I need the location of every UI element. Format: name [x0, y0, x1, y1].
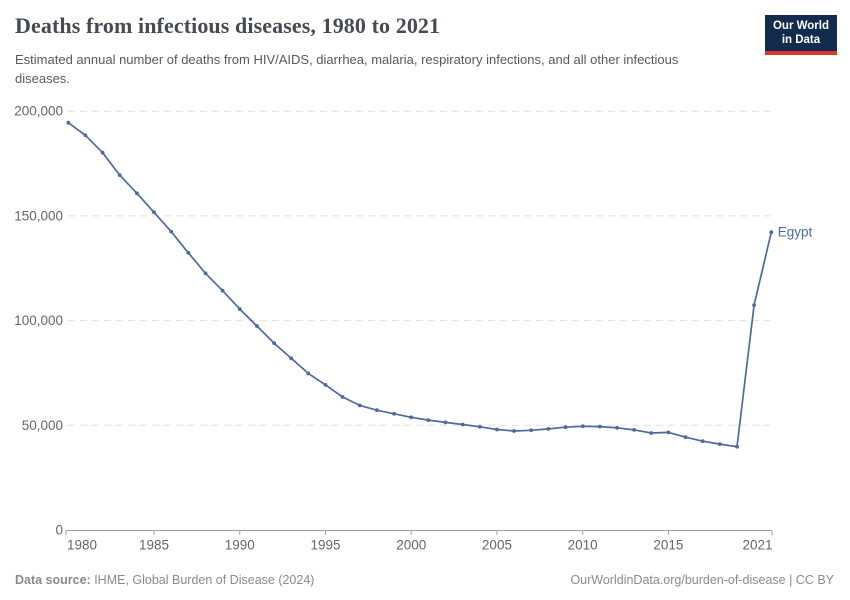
data-point[interactable] [340, 395, 345, 399]
x-tick-label: 2010 [568, 538, 598, 553]
data-point[interactable] [255, 324, 259, 328]
data-point[interactable] [769, 230, 774, 235]
data-point[interactable] [83, 133, 88, 138]
data-point[interactable] [563, 425, 568, 430]
x-tick-label: 2000 [396, 538, 426, 553]
data-point[interactable] [597, 424, 602, 429]
data-point[interactable] [717, 442, 722, 446]
data-point[interactable] [152, 210, 156, 215]
data-point[interactable] [649, 431, 654, 435]
data-point[interactable] [169, 229, 174, 234]
x-tick-label: 2021 [742, 538, 772, 553]
attribution-link[interactable]: OurWorldinData.org/burden-of-disease | C… [570, 573, 834, 587]
data-point[interactable] [735, 444, 739, 449]
owid-logo-line2: in Data [781, 33, 821, 46]
data-point[interactable] [752, 303, 756, 307]
data-point[interactable] [203, 271, 208, 276]
data-point[interactable] [135, 191, 139, 196]
data-point[interactable] [272, 341, 276, 346]
data-point[interactable] [477, 424, 482, 429]
data-point[interactable] [186, 250, 191, 255]
x-tick-label: 1985 [139, 538, 169, 553]
data-point[interactable] [237, 307, 242, 311]
series-end-label[interactable]: Egypt [778, 225, 813, 240]
data-point[interactable] [323, 383, 328, 387]
data-source: Data source: IHME, Global Burden of Dise… [15, 573, 314, 587]
x-tick-label: 1980 [67, 538, 97, 553]
data-point[interactable] [357, 403, 362, 408]
data-point[interactable] [117, 173, 122, 178]
data-source-text: IHME, Global Burden of Disease (2024) [90, 573, 315, 587]
data-point[interactable] [409, 415, 414, 420]
data-point[interactable] [666, 430, 671, 435]
data-point[interactable] [426, 418, 431, 422]
y-tick-label: 100,000 [14, 313, 63, 328]
chart-subtitle: Estimated annual number of deaths from H… [15, 52, 679, 86]
data-point[interactable] [392, 411, 396, 416]
chart-footer: Data source: IHME, Global Burden of Dise… [15, 573, 834, 587]
x-tick-label: 1990 [225, 538, 255, 553]
data-point[interactable] [375, 408, 379, 413]
data-point[interactable] [460, 422, 465, 427]
data-point[interactable] [632, 428, 636, 432]
series-line[interactable] [67, 121, 773, 448]
data-point[interactable] [615, 425, 619, 430]
y-tick-label: 0 [55, 523, 63, 538]
data-point[interactable] [512, 429, 516, 433]
data-point[interactable] [443, 420, 448, 425]
y-tick-label: 50,000 [22, 418, 63, 433]
data-source-label: Data source: [15, 573, 91, 587]
data-point[interactable] [306, 371, 311, 376]
data-point[interactable] [683, 435, 688, 440]
data-point[interactable] [66, 120, 71, 125]
data-point[interactable] [100, 150, 105, 155]
data-point[interactable] [220, 288, 225, 293]
data-point[interactable] [289, 356, 294, 361]
data-point[interactable] [580, 424, 585, 429]
data-point[interactable] [700, 439, 705, 444]
y-tick-label: 200,000 [14, 104, 63, 119]
chart-title: Deaths from infectious diseases, 1980 to… [15, 13, 441, 38]
data-point[interactable] [529, 428, 534, 433]
x-tick-label: 2015 [653, 538, 683, 553]
y-tick-label: 150,000 [14, 208, 63, 223]
owid-logo-line1: Our World [772, 20, 829, 32]
x-tick-label: 2005 [482, 538, 512, 553]
data-point[interactable] [495, 427, 499, 432]
data-point[interactable] [546, 427, 551, 431]
x-tick-label: 1995 [310, 538, 340, 553]
owid-logo[interactable]: Our World in Data [764, 15, 837, 56]
